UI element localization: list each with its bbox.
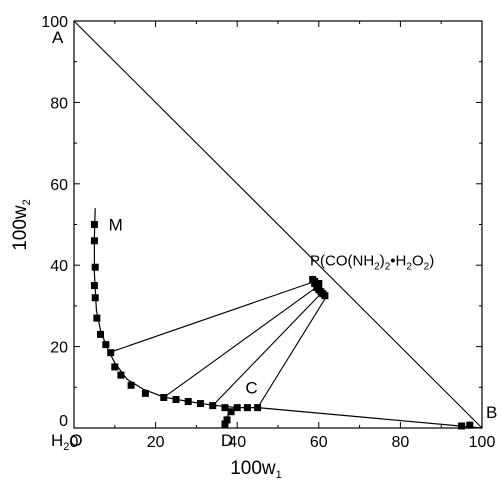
y-axis-title-group: 100w2 xyxy=(10,199,33,251)
point-label-c: C xyxy=(245,378,257,397)
point-label-d: D xyxy=(221,431,233,450)
data-point-solid_P_cluster-7 xyxy=(315,280,323,288)
data-point-solubility_curve-14 xyxy=(172,396,180,404)
compound-label-part-1: 2 xyxy=(374,261,380,272)
data-point-solid_P_cluster-8 xyxy=(311,277,319,285)
compound-label-part-5: 2 xyxy=(406,261,412,272)
data-point-curve_D-1 xyxy=(223,416,231,424)
x-tick-label-40: 40 xyxy=(228,434,246,451)
data-point-solubility_curve-18 xyxy=(221,404,229,412)
data-point-solubility_curve-5 xyxy=(93,314,101,322)
axis-ticks: 0 20 40 60 80 100 20 40 60 80 100 0 xyxy=(41,14,495,451)
chart-lines xyxy=(73,20,483,429)
data-point-solubility_curve-2 xyxy=(91,263,99,271)
y-tick-label-20: 20 xyxy=(50,340,68,357)
data-point-solubility_curve-10 xyxy=(117,371,125,379)
tie-line-3 xyxy=(212,291,324,406)
x-tick-label-100: 100 xyxy=(469,434,496,451)
compound-label-p: P(CO(NH2)2•H2O2) xyxy=(310,252,434,272)
data-point-solubility_curve-13 xyxy=(160,393,168,401)
data-markers xyxy=(90,221,474,430)
corner-label-b: B xyxy=(486,403,497,422)
data-point-solubility_curve-16 xyxy=(196,400,204,408)
x-axis-title: 100w1 xyxy=(230,458,282,481)
x-axis-title-sub: 1 xyxy=(276,469,282,481)
data-point-solid_B-1 xyxy=(466,421,474,429)
data-point-curve_D-2 xyxy=(227,408,235,416)
data-point-solubility_curve-1 xyxy=(90,237,98,245)
y-axis-title-main: 100w xyxy=(10,205,31,251)
y-tick-label-40: 40 xyxy=(50,258,68,275)
data-point-solubility_curve-12 xyxy=(141,389,149,397)
data-point-solubility_curve-17 xyxy=(209,402,217,410)
y-axis-title-sub: 2 xyxy=(21,199,33,205)
data-point-curve_D-0 xyxy=(221,420,229,428)
compound-label-part-8: ) xyxy=(429,252,434,269)
tie-line-1 xyxy=(108,280,315,354)
solubility-curve-1 xyxy=(93,208,258,409)
compound-label-part-3: 2 xyxy=(385,261,391,272)
y-tick-label-80: 80 xyxy=(50,95,68,112)
data-point-solubility_curve-11 xyxy=(127,381,135,389)
compound-label-part-0: P(CO(NH xyxy=(310,252,374,269)
data-point-solubility_curve-9 xyxy=(111,363,119,371)
data-point-solubility_curve-0 xyxy=(90,221,98,228)
corner-label-water: H2O xyxy=(51,431,83,453)
data-point-solubility_curve-4 xyxy=(91,294,99,302)
data-point-solubility_curve-8 xyxy=(107,349,115,357)
compound-label-part-7: 2 xyxy=(424,261,430,272)
x-tick-label-0: 0 xyxy=(70,434,79,451)
tie-line-2 xyxy=(163,285,320,398)
data-point-solubility_curve-15 xyxy=(184,398,192,406)
data-point-solubility_curve-21 xyxy=(254,404,262,412)
water-label-o: O xyxy=(69,431,82,450)
x-tick-label-60: 60 xyxy=(310,434,328,451)
x-tick-label-80: 80 xyxy=(392,434,410,451)
data-point-solid_P_cluster-6 xyxy=(321,292,329,300)
diagonal-line-ab xyxy=(73,20,483,429)
data-point-solubility_curve-20 xyxy=(243,404,251,412)
corner-label-a: A xyxy=(52,28,64,47)
y-tick-label-0: 0 xyxy=(59,413,68,430)
y-tick-label-100: 100 xyxy=(41,14,68,31)
water-label-h: H xyxy=(51,431,63,450)
x-tick-label-20: 20 xyxy=(147,434,165,451)
water-label-sub: 2 xyxy=(63,441,69,453)
tie-line-4 xyxy=(257,295,328,408)
solubility-curve-2 xyxy=(257,407,483,429)
data-point-solubility_curve-7 xyxy=(102,341,110,349)
data-point-solubility_curve-3 xyxy=(90,282,98,290)
x-axis-title-main: 100w xyxy=(230,458,276,479)
compound-label-part-6: O xyxy=(412,252,424,269)
data-point-solid_B-0 xyxy=(458,422,466,430)
compound-label-part-2: ) xyxy=(380,252,385,269)
point-label-m: M xyxy=(109,216,123,235)
compound-label-part-4: •H xyxy=(390,252,406,269)
data-point-solubility_curve-19 xyxy=(233,404,241,412)
y-tick-label-60: 60 xyxy=(50,177,68,194)
data-point-solubility_curve-6 xyxy=(97,330,105,338)
y-axis-title: 100w2 xyxy=(10,199,33,251)
